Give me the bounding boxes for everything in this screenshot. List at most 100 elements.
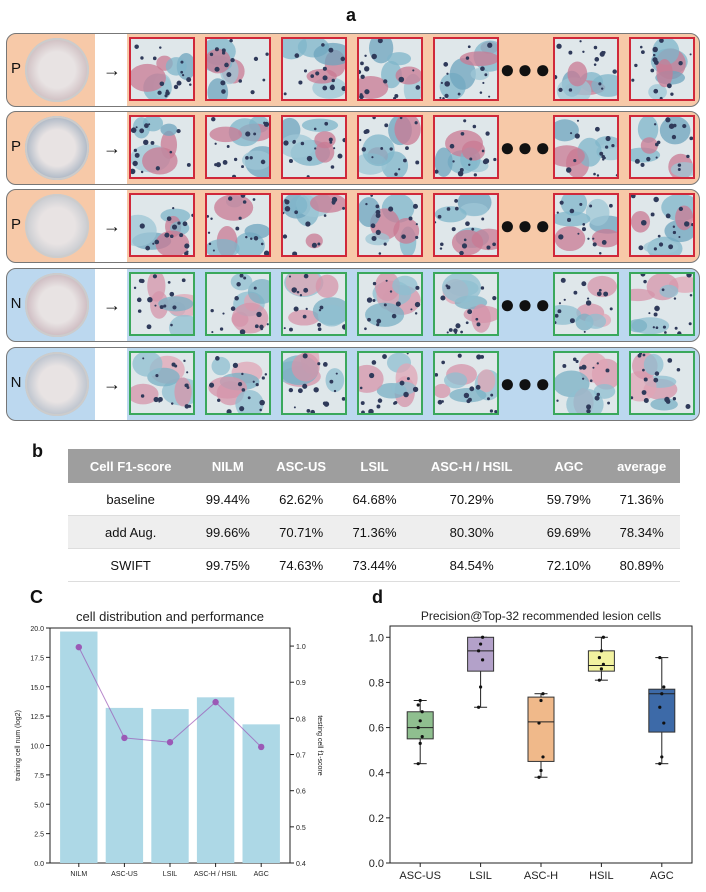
arrow-area	[95, 348, 127, 420]
nucleus-dot	[360, 61, 364, 66]
cell-shape	[365, 232, 390, 246]
nucleus-dot	[159, 81, 165, 87]
nucleus-dot	[154, 239, 160, 245]
nucleus-dot	[152, 274, 158, 279]
cell-patch-tile	[553, 351, 619, 415]
cell-patch-graphic	[131, 206, 193, 255]
nucleus-dot	[371, 53, 377, 60]
nucleus-dot	[230, 306, 236, 311]
cell-patch-tile	[433, 37, 499, 101]
nucleus-dot	[489, 409, 494, 413]
nucleus-dot	[253, 236, 259, 241]
cell-patch-graphic	[131, 117, 191, 175]
row-class-label: N	[10, 374, 22, 391]
nucleus-dot	[284, 206, 291, 212]
nucleus-dot	[230, 57, 235, 63]
nucleus-dot	[222, 312, 225, 315]
x-tick-label: LSIL	[469, 870, 492, 882]
nucleus-dot	[556, 399, 559, 402]
cell-shape	[591, 228, 617, 248]
nucleus-dot	[440, 242, 444, 247]
cell-shape	[652, 39, 680, 65]
nucleus-dot	[341, 324, 345, 330]
nucleus-dot	[440, 295, 446, 301]
nucleus-dot	[140, 170, 144, 174]
nucleus-dot	[146, 324, 152, 330]
cell-shape	[325, 368, 345, 393]
nucleus-dot	[435, 372, 439, 377]
nucleus-dot	[261, 376, 265, 380]
nucleus-dot	[562, 363, 567, 368]
nucleus-dot	[364, 327, 367, 331]
arrow-icon: →	[103, 216, 121, 236]
nucleus-dot	[469, 386, 475, 392]
table-cell: 71.36%	[339, 515, 410, 549]
box	[406, 711, 434, 740]
nucleus-dot	[306, 175, 310, 177]
nucleus-dot	[657, 234, 661, 238]
cell-patch-tile	[629, 272, 695, 336]
nucleus-dot	[488, 95, 491, 98]
nucleus-dot	[408, 216, 413, 221]
nucleus-dot	[672, 397, 677, 401]
table-cell: 84.54%	[409, 548, 535, 582]
cell-shape	[670, 162, 693, 177]
nucleus-dot	[330, 84, 335, 88]
nucleus-dot	[586, 408, 591, 413]
nucleus-dot	[366, 297, 373, 303]
cell-patch-tile	[281, 351, 347, 415]
nucleus-dot	[133, 286, 137, 290]
nucleus-dot	[484, 73, 488, 77]
cell-shape	[441, 274, 482, 303]
nucleus-dot	[646, 156, 651, 162]
nucleus-dot	[294, 210, 298, 215]
nucleus-dot	[603, 156, 606, 160]
cell-patch-tile	[357, 351, 423, 415]
nucleus-dot	[440, 81, 443, 85]
nucleus-dot	[600, 87, 604, 90]
nucleus-dot	[563, 298, 566, 301]
x-tick-label: AGC	[254, 871, 269, 878]
nucleus-dot	[398, 168, 401, 171]
cell-patch-graphic	[439, 40, 497, 99]
nucleus-dot	[594, 395, 600, 401]
f1-table: Cell F1-score NILM ASC-US LSIL ASC-H / HSIL A…	[68, 449, 680, 582]
nucleus-dot	[631, 195, 636, 199]
nucleus-dot	[471, 227, 475, 231]
box	[648, 688, 676, 733]
table-cell: 59.79%	[534, 483, 604, 516]
nucleus-dot	[672, 225, 676, 228]
panel-label-b: b	[32, 441, 43, 461]
nucleus-dot	[323, 214, 327, 217]
nucleus-dot	[461, 243, 468, 249]
cell-shape	[555, 211, 591, 227]
nucleus-dot	[691, 222, 693, 227]
ellipsis-area	[499, 112, 547, 184]
table-cell: 99.75%	[193, 548, 263, 582]
nucleus-dot	[249, 156, 253, 160]
nucleus-dot	[232, 174, 237, 177]
nucleus-dot	[666, 83, 672, 89]
table-cell: 69.69%	[534, 515, 604, 549]
nucleus-dot	[228, 196, 233, 201]
nucleus-dot	[652, 326, 655, 329]
table-header-cell: LSIL	[339, 449, 410, 483]
nucleus-dot	[317, 322, 322, 327]
cell-shape	[585, 313, 607, 329]
nucleus-dot	[662, 325, 666, 329]
nucleus-dot	[399, 380, 405, 386]
nucleus-dot	[677, 163, 682, 167]
nucleus-dot	[222, 160, 228, 165]
nucleus-dot	[140, 278, 145, 284]
data-point	[477, 705, 481, 709]
table-row: add Aug. 99.66% 70.71% 71.36% 80.30% 69.69% 78…	[68, 515, 680, 549]
nucleus-dot	[211, 117, 216, 122]
cell-shape	[643, 353, 664, 376]
cell-patch-graphic	[359, 195, 420, 255]
nucleus-dot	[581, 281, 587, 287]
y-tick-label: 12.5	[30, 714, 44, 721]
table-header-row: Cell F1-score NILM ASC-US LSIL ASC-H / HSIL A…	[68, 449, 680, 483]
nucleus-dot	[593, 63, 597, 66]
table-cell: 70.71%	[262, 515, 340, 549]
nucleus-dot	[383, 303, 387, 307]
